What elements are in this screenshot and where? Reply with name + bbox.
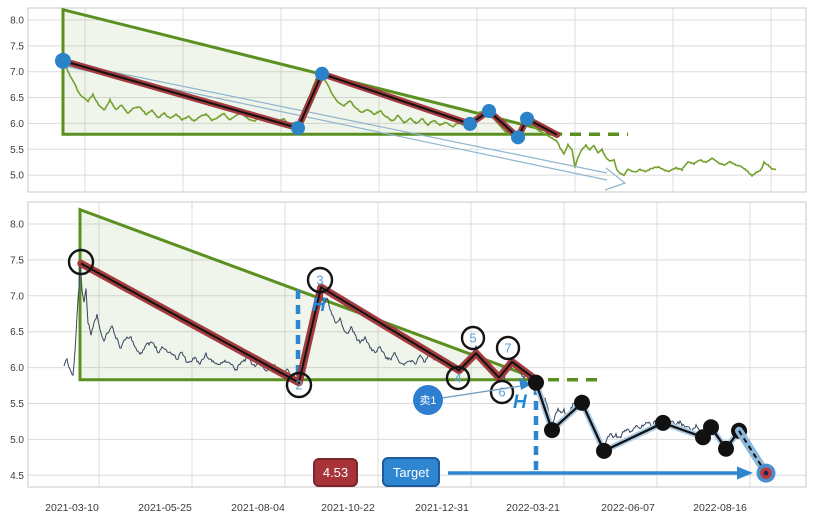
y-tick-label: 8.0 <box>10 220 24 231</box>
price-line-top <box>63 59 777 178</box>
y-tick-label: 5.5 <box>10 145 24 156</box>
wave-number: 4 <box>454 371 461 386</box>
pivot-dot-black <box>718 440 734 457</box>
wave-circle <box>445 365 471 391</box>
y-tick-label: 5.0 <box>10 435 24 446</box>
sell-connector-arrowhead <box>519 378 532 390</box>
x-tick-label: 2022-06-07 <box>601 502 655 514</box>
pivot-dot-black <box>703 419 719 436</box>
sell-connector-line <box>441 385 522 399</box>
x-tick-label: 2022-08-16 <box>693 502 747 514</box>
wave-circle <box>460 325 486 351</box>
pivot-dot-black <box>528 374 544 391</box>
wave-number: 6 <box>498 385 505 400</box>
pivot-dot-blue <box>315 66 329 81</box>
wave-number: 5 <box>469 331 476 346</box>
trend-arrow-upper-line <box>63 61 608 174</box>
pivot-dot-blue <box>463 116 477 131</box>
y-tick-label: 6.0 <box>10 363 24 374</box>
pivot-dot-black <box>655 414 671 431</box>
pivot-dot-blue <box>482 103 496 118</box>
y-tick-label: 7.5 <box>10 41 24 52</box>
triangle-outline <box>61 7 563 136</box>
wave-circle <box>489 379 515 405</box>
pivot-dot-black <box>574 394 590 411</box>
target-arrowhead <box>737 466 753 480</box>
wave-number: 7 <box>504 341 511 356</box>
zigzag-core-line <box>80 262 539 384</box>
pivot-dot-blue <box>511 130 525 145</box>
y-tick-label: 5.0 <box>10 171 24 182</box>
x-tick-label: 2021-10-22 <box>321 502 375 514</box>
x-tick-label: 2021-03-10 <box>45 502 99 514</box>
x-tick-label: 2021-12-31 <box>415 502 469 514</box>
y-tick-label: 6.0 <box>10 119 24 130</box>
x-tick-label: 2021-05-25 <box>138 502 192 514</box>
wave-circle <box>306 266 334 294</box>
y-tick-label: 4.5 <box>10 471 24 482</box>
target-badge: Target <box>382 457 440 487</box>
pivot-dot-black <box>596 442 612 459</box>
wave-circle <box>67 248 95 276</box>
height-label-left: H <box>312 295 326 316</box>
sell-signal-badge: 卖1 <box>413 385 443 415</box>
y-tick-label: 5.5 <box>10 399 24 410</box>
y-tick-label: 7.5 <box>10 255 24 266</box>
y-tick-label: 7.0 <box>10 67 24 78</box>
pivot-dot-blue <box>520 111 534 126</box>
wave-circle <box>285 371 313 399</box>
height-label-right: H <box>513 392 527 413</box>
pivot-dot-black <box>544 422 560 439</box>
pivot-dot-blue <box>55 52 71 69</box>
price-line-bottom <box>63 261 748 452</box>
x-tick-label: 2021-08-04 <box>231 502 285 514</box>
y-tick-label: 6.5 <box>10 327 24 338</box>
target-price-badge: 4.53 <box>313 458 358 487</box>
y-tick-label: 6.5 <box>10 93 24 104</box>
wave-circle <box>495 335 521 361</box>
y-tick-label: 8.0 <box>10 16 24 27</box>
trend-arrow-head <box>604 167 627 191</box>
y-tick-label: 7.0 <box>10 291 24 302</box>
wave-number: 3 <box>316 273 323 288</box>
panel-border <box>27 7 807 193</box>
panel-border <box>27 201 807 488</box>
pivot-dot-blue <box>291 121 305 136</box>
target-marker-center <box>763 470 769 476</box>
wave-number: 2 <box>295 378 302 393</box>
x-tick-label: 2022-03-21 <box>506 502 560 514</box>
